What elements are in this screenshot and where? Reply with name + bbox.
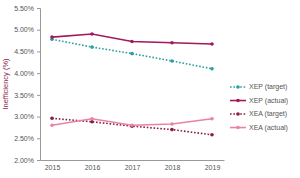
tick-label: 3.00% <box>14 113 34 120</box>
line <box>52 34 212 44</box>
marker <box>210 67 214 71</box>
tick: 4.50% <box>14 48 40 55</box>
marker <box>210 117 214 121</box>
tick: 3.50% <box>14 92 40 99</box>
series <box>50 37 214 70</box>
tick-mark <box>37 8 40 9</box>
tick-label: 2016 <box>85 164 101 171</box>
legend-marker <box>236 126 240 130</box>
tick: 5.00% <box>14 26 40 33</box>
marker <box>170 41 174 45</box>
legend-item: XEA (actual) <box>230 124 288 132</box>
tick: 2.00% <box>14 157 40 164</box>
tick-label: 2018 <box>165 164 181 171</box>
tick-mark <box>37 138 40 139</box>
tick-label: 2017 <box>125 164 141 171</box>
legend-item: XEP (target) <box>230 83 287 91</box>
marker <box>170 128 174 132</box>
marker <box>210 42 214 46</box>
marker <box>90 45 94 49</box>
tick: 2017 <box>125 164 141 171</box>
tick-mark <box>37 95 40 96</box>
series <box>50 32 214 46</box>
tick: 2019 <box>205 164 221 171</box>
legend-label: XEP (actual) <box>249 97 288 105</box>
tick-label: 5.00% <box>14 26 34 33</box>
tick-mark <box>37 117 40 118</box>
legend-marker <box>236 112 240 116</box>
legend-label: XEA (target) <box>249 110 287 118</box>
tick: 3.00% <box>14 113 40 120</box>
marker <box>170 122 174 126</box>
tick: 2016 <box>85 164 101 171</box>
x-axis: 2015 2016 2017 2018 2019 <box>41 161 225 171</box>
tick-label: 2015 <box>45 164 61 171</box>
tick-mark <box>37 160 40 161</box>
marker <box>90 117 94 121</box>
marker <box>50 123 54 127</box>
line <box>52 118 212 135</box>
legend-marker <box>236 99 240 103</box>
marker <box>130 52 134 56</box>
series <box>50 117 214 137</box>
marker <box>50 35 54 39</box>
chart: 2.00% 2.50% 3.00% 3.50% 4.00% 4.50% 5.00% 5.50%… <box>0 0 300 178</box>
series <box>50 117 214 127</box>
marker <box>130 40 134 44</box>
marker <box>90 32 94 36</box>
legend: XEP (target) XEP (actual) XEA (target) XEA … <box>230 83 288 132</box>
tick-label: 4.50% <box>14 48 34 55</box>
legend-label: XEA (actual) <box>249 124 288 132</box>
tick-label: 5.50% <box>14 5 34 12</box>
tick-label: 4.00% <box>14 70 34 77</box>
tick: 2015 <box>45 164 61 171</box>
tick: 5.50% <box>14 5 40 12</box>
legend-marker <box>236 85 240 89</box>
series-group <box>50 32 214 136</box>
tick-label: 2.00% <box>14 157 34 164</box>
tick-mark <box>37 51 40 52</box>
plot: 2.00% 2.50% 3.00% 3.50% 4.00% 4.50% 5.00% 5.50%… <box>14 5 224 171</box>
tick: 2.50% <box>14 135 40 142</box>
marker <box>130 123 134 127</box>
tick-mark <box>37 73 40 74</box>
legend-label: XEP (target) <box>249 83 287 91</box>
axis-line <box>37 9 41 161</box>
tick: 4.00% <box>14 70 40 77</box>
tick-mark <box>37 30 40 31</box>
tick-label: 2.50% <box>14 135 34 142</box>
y-axis: 2.00% 2.50% 3.00% 3.50% 4.00% 4.50% 5.00% 5.50% <box>14 5 40 164</box>
marker <box>170 59 174 63</box>
tick-label: 2019 <box>205 164 221 171</box>
marker <box>50 117 54 121</box>
marker <box>130 124 134 128</box>
legend-item: XEP (actual) <box>230 97 288 105</box>
axis-title: Inefficiency (%) <box>1 58 10 110</box>
tick: 2018 <box>165 164 181 171</box>
tick-label: 3.50% <box>14 92 34 99</box>
marker <box>210 133 214 137</box>
axis-line <box>41 160 225 161</box>
legend-item: XEA (target) <box>230 110 287 118</box>
